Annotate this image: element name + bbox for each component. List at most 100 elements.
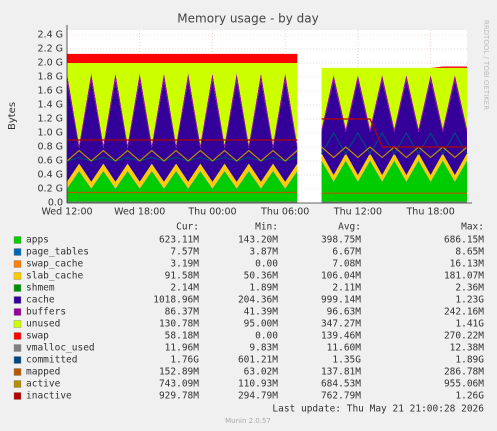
y-tick-label: 2.4 G [38, 30, 64, 41]
legend-stat: 139.46M [321, 331, 361, 342]
legend-swatch [13, 332, 22, 340]
legend-stat: 1.35G [332, 355, 361, 366]
legend-stat: 1.41G [455, 319, 484, 330]
y-tick-label: 1.8 G [38, 72, 64, 83]
legend-stat: 12.38M [450, 343, 485, 354]
legend-label: swap [26, 331, 49, 342]
legend-stat: 999.14M [321, 295, 361, 306]
legend-swatch [13, 320, 22, 328]
x-tick-label: Wed 12:00 [41, 207, 92, 218]
area [67, 73, 467, 149]
legend-header: Max: [461, 222, 484, 233]
y-tick-label: 0.2 G [38, 184, 64, 195]
legend-stat: 0.00 [255, 331, 278, 342]
x-tick-label: Thu 18:00 [406, 207, 455, 218]
legend-stat: 91.58M [165, 271, 200, 282]
y-tick-label: 0.4 G [38, 170, 64, 181]
legend-stat: 1.76G [170, 355, 199, 366]
y-tick-label: 0.8 G [38, 142, 64, 153]
legend-stat: 762.79M [321, 391, 361, 402]
y-tick-label: 0.0 [48, 198, 63, 209]
legend-label: mapped [26, 367, 60, 378]
x-tick-label: Wed 18:00 [114, 207, 165, 218]
legend-header: Min: [255, 222, 278, 233]
legend-stat: 2.14M [170, 283, 199, 294]
legend-stat: 743.09M [159, 379, 199, 390]
legend-label: swap_cache [26, 259, 83, 270]
legend-stat: 50.36M [244, 271, 279, 282]
y-tick-label: 1.6 G [38, 86, 64, 97]
legend-label: unused [26, 319, 60, 330]
legend-stat: 96.63M [327, 307, 362, 318]
legend-label: slab_cache [26, 271, 83, 282]
legend-label: page_tables [26, 247, 89, 258]
legend-stat: 58.18M [165, 331, 200, 342]
legend-stat: 2.36M [455, 283, 484, 294]
legend-swatch [13, 380, 22, 388]
legend-stat: 294.79M [238, 391, 278, 402]
legend-stat: 152.89M [159, 367, 199, 378]
legend-stat: 16.13M [450, 259, 485, 270]
legend-stat: 106.04M [321, 271, 361, 282]
legend-label: active [26, 379, 61, 390]
legend-stat: 270.22M [444, 331, 484, 342]
legend-stat: 204.36M [238, 295, 278, 306]
legend-stat: 63.02M [244, 367, 279, 378]
legend-stat: 143.20M [238, 235, 278, 246]
x-tick-label: Thu 00:00 [187, 207, 236, 218]
legend-stat: 1.26G [455, 391, 484, 402]
legend-stat: 9.83M [249, 343, 278, 354]
legend-header: Cur: [176, 222, 199, 233]
legend-stat: 347.27M [321, 319, 361, 330]
legend-swatch [13, 296, 22, 304]
line [67, 191, 467, 194]
legend-stat: 398.75M [321, 235, 361, 246]
legend-stat: 11.60M [327, 343, 362, 354]
footer: Munin 2.0.57 [225, 417, 271, 425]
area [67, 80, 467, 182]
legend-stat: 686.15M [444, 235, 484, 246]
legend-stat: 242.16M [444, 307, 484, 318]
legend-stat: 1.89M [249, 283, 278, 294]
legend-stat: 8.65M [455, 247, 484, 258]
area [67, 63, 467, 145]
area [67, 53, 467, 68]
legend-stat: 41.39M [244, 307, 279, 318]
legend-label: vmalloc_used [26, 343, 95, 354]
y-tick-label: 1.0 G [38, 128, 64, 139]
legend-stat: 181.07M [444, 271, 484, 282]
legend-stat: 1.89G [455, 355, 484, 366]
watermark: RRDTOOL / TOBI OETIKER [482, 20, 490, 110]
legend-label: buffers [26, 307, 66, 318]
legend-label: inactive [26, 391, 72, 402]
legend-swatch [13, 284, 22, 292]
y-tick-label: 2.2 G [38, 44, 64, 55]
y-tick-label: 0.6 G [38, 156, 64, 167]
legend-stat: 110.93M [238, 379, 278, 390]
area [67, 153, 467, 189]
legend-stat: 623.11M [159, 235, 199, 246]
legend-swatch [13, 236, 22, 244]
legend-stat: 95.00M [244, 319, 279, 330]
legend-stat: 3.19M [170, 259, 199, 270]
legend-stat: 3.87M [249, 247, 278, 258]
line [67, 118, 467, 148]
legend-stat: 86.37M [165, 307, 200, 318]
legend-stat: 1.23G [455, 295, 484, 306]
line [66, 131, 468, 162]
x-tick-label: Thu 12:00 [333, 207, 382, 218]
chart-title: Memory usage - by day [177, 12, 318, 26]
legend-label: apps [26, 235, 49, 246]
legend-swatch [13, 356, 22, 364]
y-tick-label: 1.4 G [38, 100, 64, 111]
legend-stat: 7.08M [332, 259, 361, 270]
legend-stat: 11.96M [165, 343, 200, 354]
legend-stat: 601.21M [238, 355, 278, 366]
legend-swatch [13, 368, 22, 376]
legend-stat: 955.06M [444, 379, 484, 390]
x-tick-label: Thu 06:00 [260, 207, 309, 218]
last-update: Last update: Thu May 21 21:00:28 2026 [272, 404, 484, 415]
legend-swatch [13, 272, 22, 280]
legend-stat: 0.00 [255, 259, 278, 270]
